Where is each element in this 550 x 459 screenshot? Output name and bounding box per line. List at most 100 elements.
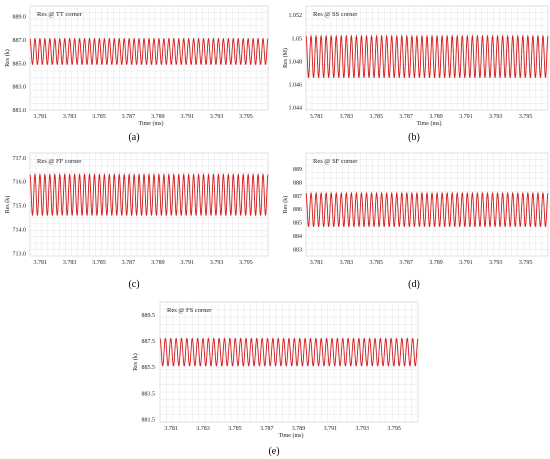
gridlines: [160, 302, 418, 422]
x-tick-label: 3.793: [210, 114, 224, 120]
y-tick-label: 1.048: [289, 59, 303, 65]
y-tick-label: 887.5: [142, 339, 156, 345]
x-axis-label: Time (ms): [139, 120, 164, 127]
x-tick-label: 3.795: [239, 260, 253, 266]
x-tick-label: 3.791: [459, 114, 473, 120]
x-axis-label: Time (ms): [417, 120, 442, 127]
y-tick-label: 889.5: [142, 313, 156, 319]
y-tick-label: 887.0: [13, 38, 27, 44]
gridlines: [306, 153, 548, 256]
y-tick-label: 889.0: [13, 15, 27, 21]
y-tick-label: 714.0: [13, 228, 27, 234]
y-tick-label: 1.05: [292, 36, 303, 42]
y-tick-label: 883: [293, 247, 302, 253]
y-tick-label: 887: [293, 194, 302, 200]
y-axis-label: Res (k): [132, 353, 139, 371]
x-tick-label: 3.783: [340, 260, 354, 266]
y-tick-label: 881.5: [142, 417, 156, 423]
x-tick-label: 3.785: [369, 114, 383, 120]
chart-panel-b: 3.781 3.783 3.785 3.787 3.789 3.791 3.793 3.795…: [282, 5, 549, 143]
x-tick-label: 3.795: [519, 260, 533, 266]
y-tick-label: 1.044: [289, 106, 303, 112]
x-tick-label: 3.791: [180, 114, 194, 120]
y-tick-label: 883.0: [13, 85, 27, 91]
x-tick-label: 3.781: [34, 260, 48, 266]
panel-caption: (a): [128, 132, 139, 143]
y-tick-label: 1.046: [289, 83, 303, 89]
x-tick-label: 3.783: [63, 260, 77, 266]
x-tick-label: 3.783: [63, 114, 77, 120]
x-tick-label: 3.781: [34, 114, 48, 120]
x-tick-label: 3.789: [151, 260, 165, 266]
y-tick-label: 885.5: [142, 365, 156, 371]
x-tick-label: 3.785: [369, 260, 383, 266]
x-axis-label: Time (ms): [279, 432, 304, 439]
y-axis-label: Res (k): [282, 196, 289, 214]
chart-title: Res @ FF corner: [37, 158, 82, 165]
y-tick-label: 715.0: [13, 204, 27, 210]
x-tick-label: 3.785: [228, 426, 242, 432]
gridlines: [30, 6, 268, 110]
chart-panel-e: 3.781 3.783 3.785 3.787 3.789 3.791 3.793 3.795…: [132, 301, 419, 457]
y-axis-label: Res (k): [4, 49, 11, 67]
y-tick-label: 713.0: [13, 252, 27, 258]
x-tick-label: 3.793: [489, 114, 503, 120]
x-tick-label: 3.781: [310, 260, 324, 266]
x-tick-label: 3.787: [260, 426, 274, 432]
x-tick-label: 3.783: [196, 426, 210, 432]
x-tick-label: 3.785: [92, 260, 106, 266]
x-tick-label: 3.795: [387, 426, 401, 432]
series-line-0: [305, 34, 549, 78]
x-tick-label: 3.793: [489, 260, 503, 266]
panel-caption: (c): [128, 279, 139, 290]
y-tick-label: 886: [293, 207, 302, 213]
chart-panel-d: 3.781 3.783 3.785 3.787 3.789 3.791 3.793 3.795…: [282, 152, 549, 290]
chart-title: Res @ SF corner: [313, 158, 358, 165]
x-tick-label: 3.787: [399, 114, 413, 120]
panel-caption: (d): [408, 279, 420, 290]
x-tick-label: 3.789: [429, 260, 443, 266]
series-line-0: [29, 173, 269, 216]
chart-panel-a: 3.781 3.783 3.785 3.787 3.789 3.791 3.793 3.795…: [4, 5, 269, 143]
x-tick-label: 3.789: [292, 426, 306, 432]
y-tick-label: 889: [293, 167, 302, 173]
x-tick-label: 3.787: [122, 114, 136, 120]
y-tick-label: 881.0: [13, 108, 27, 114]
gridlines: [30, 153, 268, 256]
chart-title: Res @ SS corner: [313, 11, 358, 18]
x-tick-label: 3.795: [239, 114, 253, 120]
panel-caption: (b): [408, 132, 420, 143]
x-tick-label: 3.795: [519, 114, 533, 120]
panel-caption: (e): [268, 446, 279, 457]
x-tick-label: 3.793: [210, 260, 224, 266]
y-tick-label: 716.0: [13, 180, 27, 186]
series-line-0: [159, 337, 419, 367]
x-tick-label: 3.791: [180, 260, 194, 266]
y-tick-label: 885.0: [13, 61, 27, 67]
y-tick-label: 717.0: [13, 156, 27, 162]
x-tick-label: 3.789: [429, 114, 443, 120]
series-line-0: [305, 191, 549, 227]
chart-title: Res @ FS corner: [167, 307, 212, 314]
x-tick-label: 3.791: [459, 260, 473, 266]
x-tick-label: 3.791: [324, 426, 338, 432]
y-tick-label: 883.5: [142, 391, 156, 397]
chart-panel-c: 3.781 3.783 3.785 3.787 3.789 3.791 3.793 3.795…: [4, 152, 269, 290]
x-tick-label: 3.787: [399, 260, 413, 266]
gridlines: [306, 6, 548, 110]
y-axis-label: Res (M): [282, 48, 289, 68]
x-tick-label: 3.787: [122, 260, 136, 266]
x-tick-label: 3.781: [164, 426, 178, 432]
x-tick-label: 3.783: [340, 114, 354, 120]
series-line-0: [29, 37, 269, 65]
y-tick-label: 884: [293, 234, 302, 240]
x-tick-label: 3.793: [356, 426, 370, 432]
y-tick-label: 885: [293, 221, 302, 227]
y-tick-label: 888: [293, 180, 302, 186]
x-tick-label: 3.781: [310, 114, 324, 120]
y-axis-label: Res (k): [4, 196, 11, 214]
x-tick-label: 3.785: [92, 114, 106, 120]
y-tick-label: 1.052: [289, 13, 303, 19]
chart-title: Res @ TT corner: [37, 11, 83, 18]
